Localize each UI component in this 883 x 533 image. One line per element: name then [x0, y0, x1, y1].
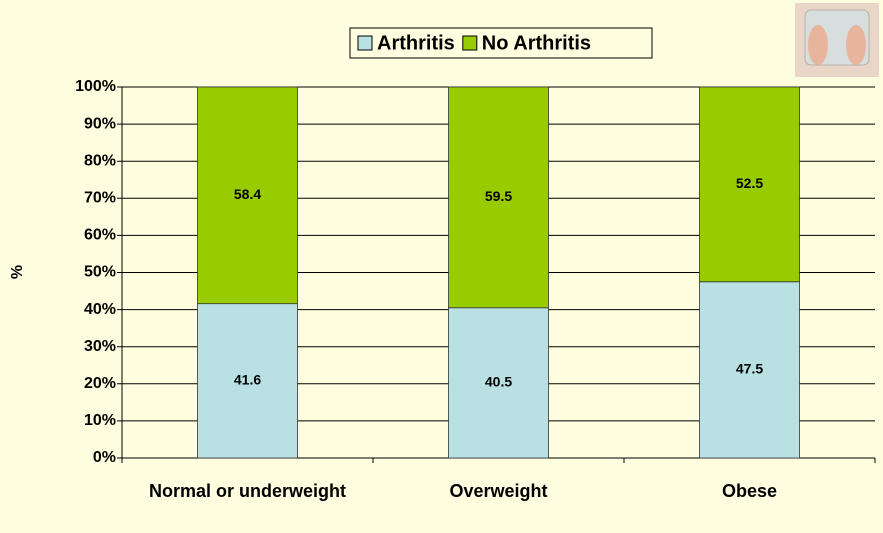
page: % 0% 10% 20% 30% 40% 50% 60% 70% 80% 90% 100% 41.6 5…: [0, 0, 883, 533]
y-tick-label: 60%: [84, 227, 116, 244]
y-tick-label: 100%: [75, 78, 116, 95]
x-tick-label: Normal or underweight: [148, 479, 348, 503]
y-tick-label: 10%: [84, 412, 116, 429]
data-label: 47.5: [736, 361, 763, 377]
y-axis-label: %: [9, 265, 26, 279]
chart: % 0% 10% 20% 30% 40% 50% 60% 70% 80% 90% 100% 41.6 5…: [0, 0, 883, 533]
data-label: 52.5: [736, 175, 763, 191]
y-tick-label: 80%: [84, 152, 116, 169]
x-tick-label: Obese: [650, 479, 850, 503]
y-tick-label: 20%: [84, 375, 116, 392]
data-label: 59.5: [485, 188, 512, 204]
data-label: 41.6: [234, 372, 261, 388]
x-tick-label: Overweight: [399, 479, 599, 503]
y-tick-label: 30%: [84, 338, 116, 355]
legend-label: No Arthritis: [482, 32, 591, 54]
legend-label: Arthritis: [377, 32, 455, 54]
data-label: 40.5: [485, 374, 512, 390]
y-tick-label: 70%: [84, 190, 116, 207]
data-label: 58.4: [234, 186, 261, 202]
foot: [846, 25, 866, 65]
y-tick-label: 40%: [84, 301, 116, 318]
foot: [808, 25, 828, 65]
legend-swatch: [463, 36, 477, 50]
y-tick-label: 0%: [93, 449, 116, 466]
legend-swatch: [358, 36, 372, 50]
y-tick-label: 50%: [84, 264, 116, 281]
y-tick-label: 90%: [84, 115, 116, 132]
scale-picture: [795, 3, 879, 77]
